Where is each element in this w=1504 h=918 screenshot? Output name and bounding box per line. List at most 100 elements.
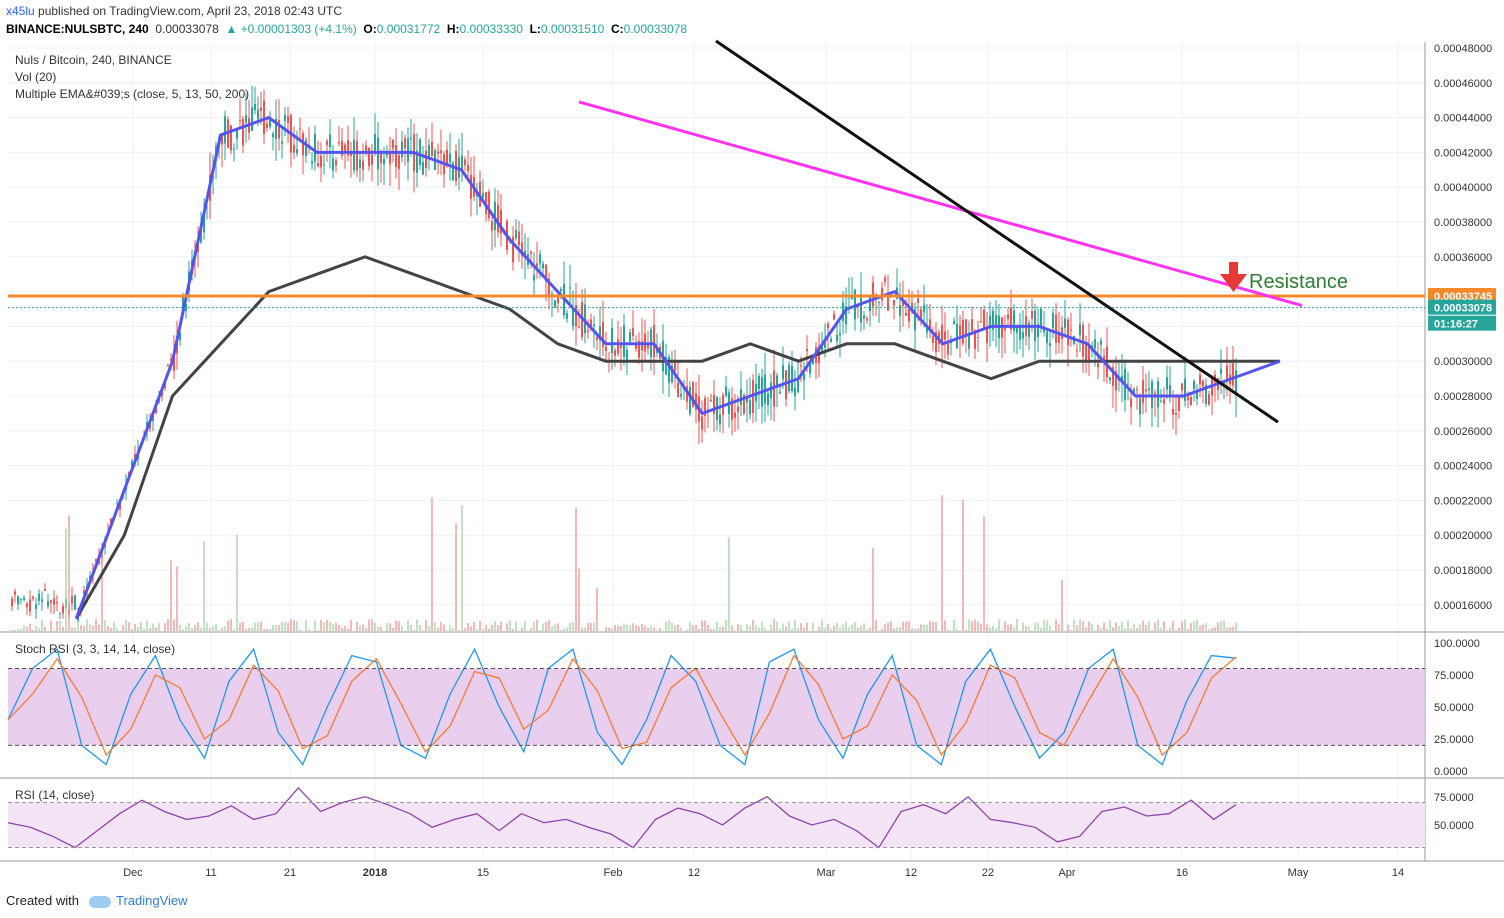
volume-bar	[209, 628, 211, 631]
candle-body	[680, 393, 682, 397]
volume-bar	[428, 625, 430, 631]
volume-bar	[1028, 626, 1030, 631]
volume-bar	[911, 628, 913, 631]
candle-body	[545, 264, 547, 282]
price-tick-label: 0.00026000	[1434, 426, 1492, 438]
volume-bar	[98, 624, 100, 631]
volume-bar	[1007, 624, 1009, 631]
volume-bar	[224, 626, 226, 631]
candle-body	[1085, 344, 1087, 360]
candle-body	[758, 375, 760, 390]
volume-bar	[392, 627, 394, 631]
candle-body	[62, 605, 64, 614]
time-tick-label: 15	[477, 867, 489, 879]
candle-body	[1076, 349, 1078, 351]
candle-body	[632, 328, 634, 337]
volume-bar	[770, 624, 772, 631]
volume-bar	[959, 630, 961, 631]
candle-body	[515, 230, 517, 239]
candle-body	[1166, 377, 1168, 390]
volume-bar	[1202, 624, 1204, 631]
volume-bar	[824, 627, 826, 631]
candle-body	[20, 599, 22, 601]
volume-bar	[77, 620, 79, 631]
candle-body	[557, 297, 559, 304]
volume-bar	[1097, 624, 1099, 631]
candle-body	[425, 150, 427, 169]
candle-body	[1199, 374, 1201, 385]
volume-bar	[758, 627, 760, 631]
candle-body	[668, 356, 670, 383]
volume-bar	[338, 624, 340, 631]
candle-body	[1136, 389, 1138, 391]
volume-bar	[431, 497, 433, 631]
volume-bar	[725, 619, 727, 631]
volume-bar	[41, 619, 43, 631]
volume-bar	[713, 629, 715, 631]
volume-bar	[674, 625, 676, 631]
volume-bar	[707, 624, 709, 631]
author-link[interactable]: x45lu	[6, 4, 35, 18]
volume-bar	[581, 627, 583, 631]
volume-bar	[572, 621, 574, 631]
volume-bar	[143, 629, 145, 631]
volume-bar	[1139, 624, 1141, 631]
candle-body	[701, 416, 703, 430]
candle-body	[689, 387, 691, 414]
volume-bar	[359, 625, 361, 631]
black-trendline[interactable]	[715, 39, 1279, 424]
volume-bar	[1058, 624, 1060, 631]
magenta-trendline[interactable]	[578, 100, 1303, 307]
volume-bar	[365, 627, 367, 631]
price-tick-label: 0.00030000	[1434, 356, 1492, 368]
candle-body	[437, 151, 439, 154]
candle-body	[47, 601, 49, 607]
candle-body	[1205, 384, 1207, 405]
candle-body	[1133, 388, 1135, 393]
volume-bar	[641, 623, 643, 631]
volume-bar	[719, 626, 721, 631]
volume-bar	[278, 625, 280, 631]
candle-body	[809, 363, 811, 374]
candle-body	[1115, 371, 1117, 391]
candle-body	[368, 147, 370, 167]
volume-bar	[785, 626, 787, 631]
candle-body	[971, 319, 973, 332]
volume-bar	[659, 628, 661, 631]
candle-body	[314, 133, 316, 162]
volume-bar	[389, 623, 391, 631]
volume-bar	[1025, 626, 1027, 631]
candle-body	[584, 304, 586, 334]
volume-bar	[344, 626, 346, 631]
candle-body	[26, 603, 28, 608]
candle-body	[812, 358, 814, 365]
volume-bar	[215, 623, 217, 631]
volume-bar	[443, 624, 445, 631]
candle-body	[596, 337, 598, 341]
candle-body	[980, 321, 982, 323]
candle-body	[617, 339, 619, 354]
volume-bar	[863, 623, 865, 631]
volume-bar	[827, 624, 829, 631]
volume-bar	[950, 630, 952, 631]
volume-bar	[32, 629, 34, 631]
volume-bar	[557, 623, 559, 631]
volume-bar	[608, 627, 610, 631]
volume-bar	[206, 622, 208, 631]
candle-body	[881, 287, 883, 301]
candle-body	[620, 345, 622, 348]
candle-body	[1193, 380, 1195, 390]
volume-bar	[536, 619, 538, 631]
volume-bar	[29, 623, 31, 631]
candle-body	[539, 254, 541, 264]
volume-bar	[191, 627, 193, 631]
candle-body	[878, 301, 880, 303]
candle-body	[398, 155, 400, 169]
resistance-annotation: Resistance	[1249, 271, 1348, 293]
volume-bar	[830, 628, 832, 631]
volume-bar	[986, 624, 988, 631]
tradingview-link[interactable]: TradingView	[116, 893, 188, 908]
candle-body	[1097, 363, 1099, 368]
candle-body	[428, 144, 430, 157]
